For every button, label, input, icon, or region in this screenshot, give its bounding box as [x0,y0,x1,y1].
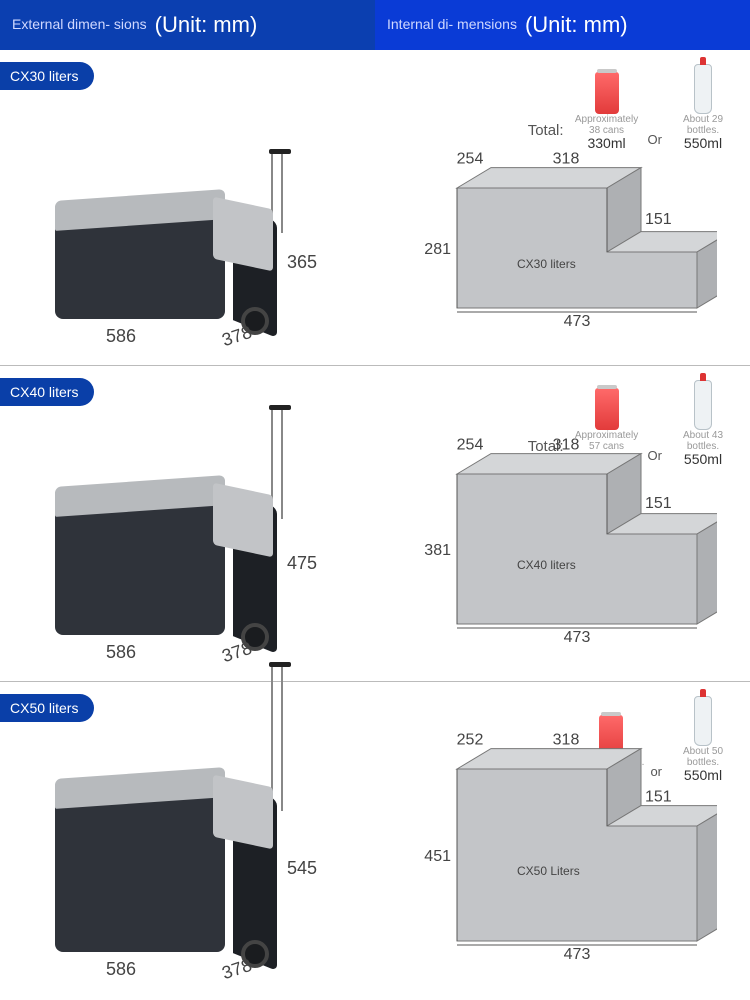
dim-left-height: 281 [424,241,451,258]
dim-ext-depth: 378 [220,638,255,667]
dim-depth: 254 [456,437,483,454]
internal-diagram-svg: 451 151 300 252 318 473 CX50 Liters [417,729,717,965]
dim-step-height: 151 [645,495,672,512]
dim-ext-depth: 378 [220,955,255,984]
dim-step-height: 151 [645,789,672,806]
dim-step-height: 151 [645,211,672,228]
external-column: CX50 liters 545 586 378 [0,682,377,998]
model-row: CX40 liters 475 586 378 [0,366,750,682]
internal-column: Total: About 68 cans. 330ml or About 50 … [377,682,750,998]
model-badge: CX40 liters [0,378,94,406]
internal-diagram: 451 151 300 252 318 473 CX50 Liters [417,729,717,970]
can-icon [595,388,619,430]
internal-column: Total: Approximately 38 cans 330ml Or Ab… [377,50,750,365]
header-row: External dimen- sions (Unit: mm) Interna… [0,0,750,50]
header-int-label: Internal di- mensions [387,17,517,32]
dim-bottom-width: 473 [563,946,590,963]
capacity-or: Or [648,132,662,147]
dim-ext-width: 586 [106,959,136,980]
external-column: CX40 liters 475 586 378 [0,366,377,681]
model-row: CX50 liters 545 586 378 [0,682,750,998]
dim-depth: 252 [456,732,483,749]
dim-ext-width: 586 [106,326,136,347]
can-note: Approximately 38 cans [572,114,642,136]
internal-diagram-svg: 381 151 230 254 318 473 CX40 liters [417,434,717,648]
header-ext-unit: (Unit: mm) [155,12,258,38]
dim-ext-height: 545 [287,858,337,879]
can-column: Approximately 38 cans 330ml [572,72,642,151]
header-ext-label: External dimen- sions [12,17,147,32]
bottle-icon [694,380,712,430]
capacity-line: Total: Approximately 38 cans 330ml Or Ab… [528,64,738,151]
internal-column: Total: Approximately 57 cans 330ml Or Ab… [377,366,750,681]
model-badge: CX30 liters [0,62,94,90]
header-external: External dimen- sions (Unit: mm) [0,0,375,50]
inside-label: CX50 Liters [517,864,580,878]
inside-label: CX30 liters [517,257,576,271]
can-icon [595,72,619,114]
cooler-illustration: 475 [55,495,265,635]
header-internal: Internal di- mensions (Unit: mm) [375,0,750,50]
internal-diagram: 381 151 230 254 318 473 CX40 liters [417,434,717,653]
dim-ext-depth: 378 [220,322,255,351]
dim-top-width: 318 [552,732,579,749]
dim-left-height: 381 [424,542,451,559]
internal-diagram: 281 151 130 254 318 473 CX30 liters [417,148,717,337]
model-row: CX30 liters 365 586 378 [0,50,750,366]
dim-ext-height: 365 [287,252,337,273]
bottle-icon [694,64,712,114]
inside-label: CX40 liters [517,558,576,572]
dim-bottom-width: 473 [563,313,590,330]
internal-diagram-svg: 281 151 130 254 318 473 CX30 liters [417,148,717,332]
header-int-unit: (Unit: mm) [525,12,628,38]
dim-ext-width: 586 [106,642,136,663]
ext-bottom-dims: 586 378 [70,959,330,980]
dim-ext-height: 475 [287,553,337,574]
dim-bottom-width: 473 [563,629,590,646]
model-badge: CX50 liters [0,694,94,722]
cooler-illustration: 545 [55,787,265,952]
ext-bottom-dims: 586 378 [70,642,330,663]
external-column: CX30 liters 365 586 378 [0,50,377,365]
dim-top-width: 318 [552,437,579,454]
bottle-note: About 29 bottles. [668,114,738,136]
ext-bottom-dims: 586 378 [70,326,330,347]
dim-left-height: 451 [424,848,451,865]
bottle-column: About 29 bottles. 550ml [668,64,738,151]
dim-top-width: 318 [552,151,579,168]
dim-depth: 254 [456,151,483,168]
cooler-illustration: 365 [55,209,265,319]
capacity-total-label: Total: [528,122,564,139]
